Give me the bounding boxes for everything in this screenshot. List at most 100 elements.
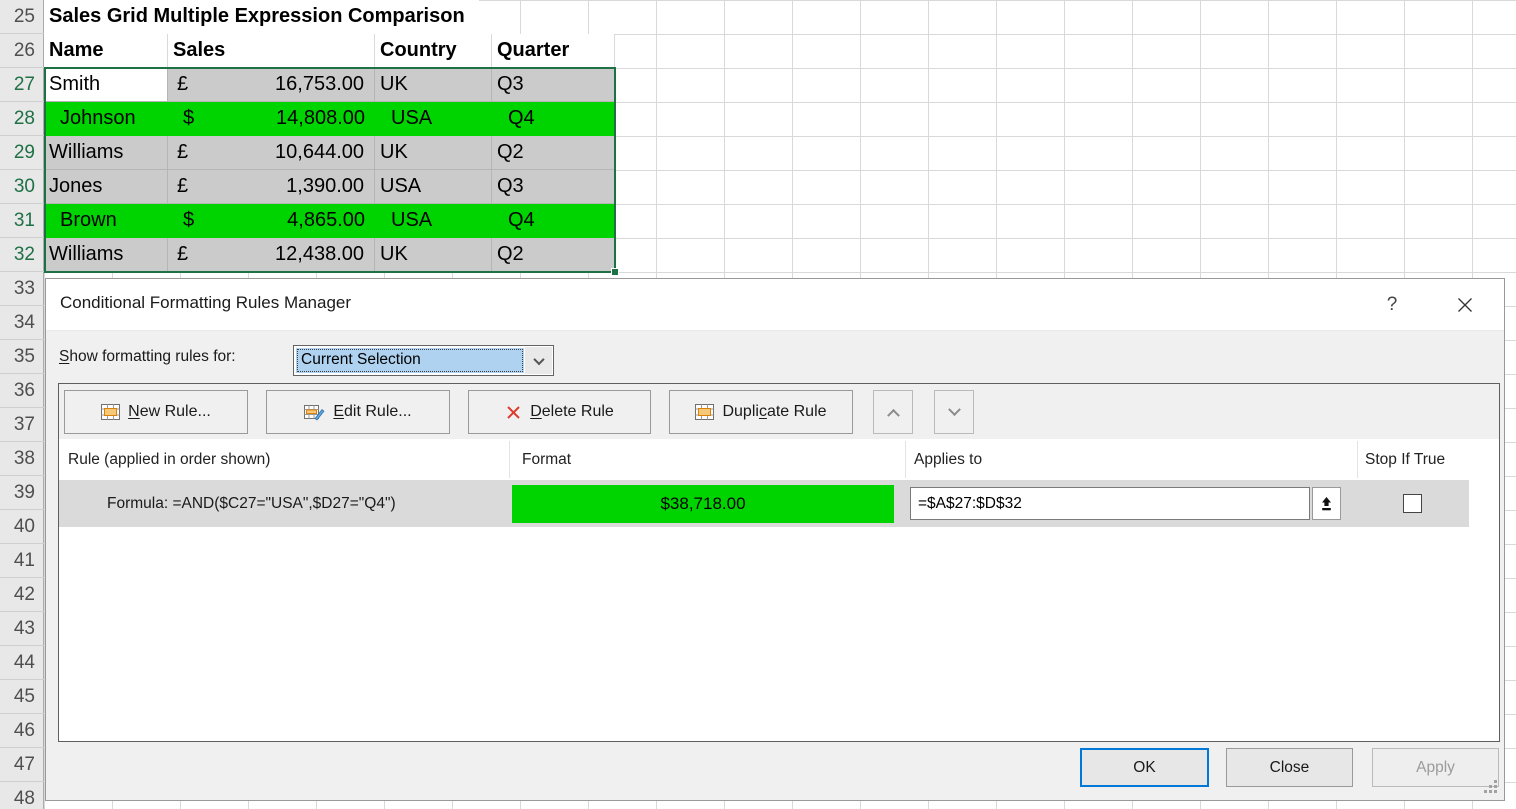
stop-if-true-checkbox[interactable] xyxy=(1403,494,1422,513)
edit-rule-label: Edit Rule... xyxy=(333,403,412,420)
cell-sales[interactable]: £10,644.00 xyxy=(168,136,375,170)
row-header[interactable]: 35 xyxy=(0,340,44,374)
currency-symbol: £ xyxy=(177,175,189,197)
delete-rule-button[interactable]: Delete Rule xyxy=(468,390,651,434)
row-header[interactable]: 30 xyxy=(0,170,44,204)
apply-button[interactable]: Apply xyxy=(1372,748,1499,787)
cell-country[interactable]: USA xyxy=(375,204,492,238)
cell-sales[interactable]: £12,438.00 xyxy=(168,238,375,272)
chevron-up-icon xyxy=(886,408,900,422)
chevron-down-icon xyxy=(947,402,961,416)
close-button[interactable]: Close xyxy=(1226,748,1353,787)
row-header[interactable]: 26 xyxy=(0,34,44,68)
row-header[interactable]: 27 xyxy=(0,68,44,102)
amount: 12,438.00 xyxy=(275,243,364,265)
new-rule-label: New Rule... xyxy=(128,403,211,420)
fill-handle[interactable] xyxy=(611,268,619,276)
cell-name[interactable]: Williams xyxy=(44,238,168,272)
row-header[interactable]: 32 xyxy=(0,238,44,272)
row-header[interactable]: 40 xyxy=(0,510,44,544)
amount: 1,390.00 xyxy=(286,175,364,197)
table-row: Williams £10,644.00 UK Q2 xyxy=(44,136,615,170)
move-rule-down-button[interactable] xyxy=(934,390,974,434)
edit-rule-button[interactable]: Edit Rule... xyxy=(266,390,450,434)
cell-sales[interactable]: £1,390.00 xyxy=(168,170,375,204)
row-header[interactable]: 38 xyxy=(0,442,44,476)
applies-to-input[interactable] xyxy=(910,487,1310,520)
cell-country[interactable]: UK xyxy=(375,68,492,102)
cell-name[interactable]: Brown xyxy=(44,204,168,238)
row-header[interactable]: 37 xyxy=(0,408,44,442)
stop-if-true-column-header: Stop If True xyxy=(1365,451,1446,468)
row-header[interactable]: 39 xyxy=(0,476,44,510)
resize-grip[interactable] xyxy=(1484,780,1498,794)
help-icon[interactable]: ? xyxy=(1376,291,1408,319)
row-header[interactable]: 47 xyxy=(0,748,44,782)
rules-toolbar: New Rule... Edit Rule... Delete Rul xyxy=(59,384,1499,439)
collapse-dialog-button[interactable] xyxy=(1312,487,1341,520)
dialog-titlebar[interactable]: Conditional Formatting Rules Manager ? xyxy=(46,279,1504,331)
cell-name[interactable]: Jones xyxy=(44,170,168,204)
amount: 10,644.00 xyxy=(275,141,364,163)
cell-quarter[interactable]: Q4 xyxy=(492,102,615,136)
duplicate-rule-button[interactable]: Duplicate Rule xyxy=(669,390,853,434)
cell-quarter[interactable]: Q3 xyxy=(492,170,615,204)
cell-quarter[interactable]: Q2 xyxy=(492,238,615,272)
table-row-highlighted: Johnson $14,808.00 USA Q4 xyxy=(44,102,615,136)
new-rule-button[interactable]: New Rule... xyxy=(64,390,248,434)
row-header[interactable]: 48 xyxy=(0,782,44,809)
close-icon[interactable] xyxy=(1448,291,1482,319)
row-header[interactable]: 44 xyxy=(0,646,44,680)
row-header[interactable]: 41 xyxy=(0,544,44,578)
col-header-quarter[interactable]: Quarter xyxy=(492,34,615,68)
row-header[interactable]: 29 xyxy=(0,136,44,170)
cell-name[interactable]: Johnson xyxy=(44,102,168,136)
row-header[interactable]: 33 xyxy=(0,272,44,306)
amount: 4,865.00 xyxy=(287,209,365,231)
col-header-name[interactable]: Name xyxy=(44,34,168,68)
dialog-title: Conditional Formatting Rules Manager xyxy=(60,293,352,312)
col-header-country[interactable]: Country xyxy=(375,34,492,68)
cell-quarter[interactable]: Q3 xyxy=(492,68,615,102)
rules-list-panel: New Rule... Edit Rule... Delete Rul xyxy=(58,383,1500,742)
table-row: Smith £16,753.00 UK Q3 xyxy=(44,68,615,102)
col-header-sales[interactable]: Sales xyxy=(168,34,375,68)
row-header[interactable]: 36 xyxy=(0,374,44,408)
dropdown-arrow-button[interactable] xyxy=(525,347,552,374)
cell-sales[interactable]: £16,753.00 xyxy=(168,68,375,102)
cell-sales[interactable]: $4,865.00 xyxy=(168,204,375,238)
rule-format-preview: $38,718.00 xyxy=(512,485,894,523)
cell-quarter[interactable]: Q4 xyxy=(492,204,615,238)
show-rules-for-dropdown[interactable]: Current Selection xyxy=(293,345,554,376)
row-header[interactable]: 34 xyxy=(0,306,44,340)
cell-quarter[interactable]: Q2 xyxy=(492,136,615,170)
cell-name[interactable]: Williams xyxy=(44,136,168,170)
currency-symbol: $ xyxy=(183,107,195,129)
amount: 14,808.00 xyxy=(276,107,365,129)
cell-country[interactable]: USA xyxy=(375,102,492,136)
row-header[interactable]: 46 xyxy=(0,714,44,748)
currency-symbol: £ xyxy=(177,243,189,265)
cell-country[interactable]: USA xyxy=(375,170,492,204)
move-rule-up-button[interactable] xyxy=(873,390,913,434)
row-header[interactable]: 28 xyxy=(0,102,44,136)
row-header[interactable]: 42 xyxy=(0,578,44,612)
cell-country[interactable]: UK xyxy=(375,136,492,170)
rule-list-item[interactable]: Formula: =AND($C27="USA",$D27="Q4") $38,… xyxy=(59,480,1469,527)
ok-button[interactable]: OK xyxy=(1080,748,1209,787)
table-row: Williams £12,438.00 UK Q2 xyxy=(44,238,615,272)
row-header[interactable]: 25 xyxy=(0,0,44,34)
row-header[interactable]: 45 xyxy=(0,680,44,714)
sheet-title[interactable]: Sales Grid Multiple Expression Compariso… xyxy=(44,0,479,34)
cell-sales[interactable]: $14,808.00 xyxy=(168,102,375,136)
row-header[interactable]: 31 xyxy=(0,204,44,238)
currency-symbol: £ xyxy=(177,141,189,163)
row-header-column: 25 26 27 28 29 30 31 32 33 34 35 36 37 3… xyxy=(0,0,44,809)
column-header-row: Name Sales Country Quarter xyxy=(44,34,615,68)
cell-name active-cell[interactable]: Smith xyxy=(44,68,168,102)
row-header[interactable]: 43 xyxy=(0,612,44,646)
x-mark-icon xyxy=(1458,298,1472,312)
sales-table: Sales Grid Multiple Expression Compariso… xyxy=(44,0,615,272)
cell-country[interactable]: UK xyxy=(375,238,492,272)
